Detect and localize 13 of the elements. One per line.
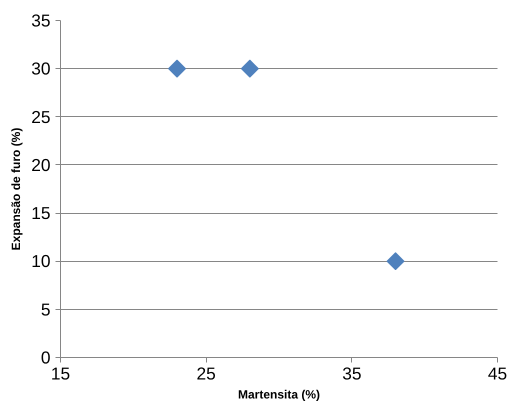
x-tick-label: 35 bbox=[342, 364, 362, 384]
y-tick-label: 5 bbox=[40, 299, 51, 320]
y-tick-label: 10 bbox=[31, 251, 51, 272]
y-tick-label: 35 bbox=[31, 10, 51, 30]
x-axis-title: Martensita (%) bbox=[238, 388, 320, 402]
y-axis-title: Expansão de furo (%) bbox=[9, 128, 24, 250]
x-tick-label: 45 bbox=[488, 364, 508, 384]
x-tick-label: 25 bbox=[196, 364, 216, 384]
y-tick-label: 25 bbox=[31, 106, 51, 127]
y-tick-label: 0 bbox=[40, 348, 51, 368]
y-tick-label: 30 bbox=[31, 58, 51, 79]
y-tick-label: 20 bbox=[31, 154, 51, 175]
y-tick-label: 15 bbox=[31, 203, 51, 224]
